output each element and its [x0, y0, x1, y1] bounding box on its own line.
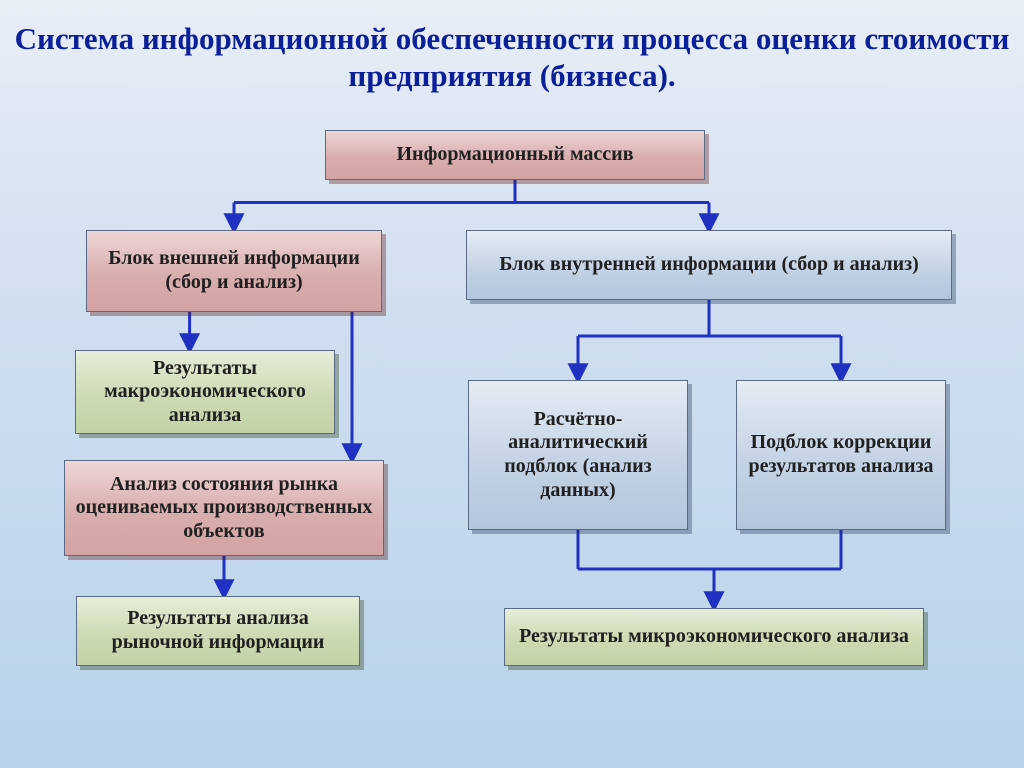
node-macro_results: Результаты макроэкономического анализа: [75, 350, 335, 434]
node-info_array: Информационный массив: [325, 130, 705, 180]
node-market_results: Результаты анализа рыночной информации: [76, 596, 360, 666]
slide: Система информационной обеспеченности пр…: [0, 0, 1024, 768]
page-title: Система информационной обеспеченности пр…: [0, 20, 1024, 94]
node-int_block: Блок внутренней информации (сбор и анали…: [466, 230, 952, 300]
node-market_analysis: Анализ состояния рынка оцениваемых произ…: [64, 460, 384, 556]
node-calc_block: Расчётно-аналитический подблок (анализ д…: [468, 380, 688, 530]
node-ext_block: Блок внешней информации (сбор и анализ): [86, 230, 382, 312]
node-corr_block: Подблок коррекции результатов анализа: [736, 380, 946, 530]
node-micro_results: Результаты микроэкономического анализа: [504, 608, 924, 666]
